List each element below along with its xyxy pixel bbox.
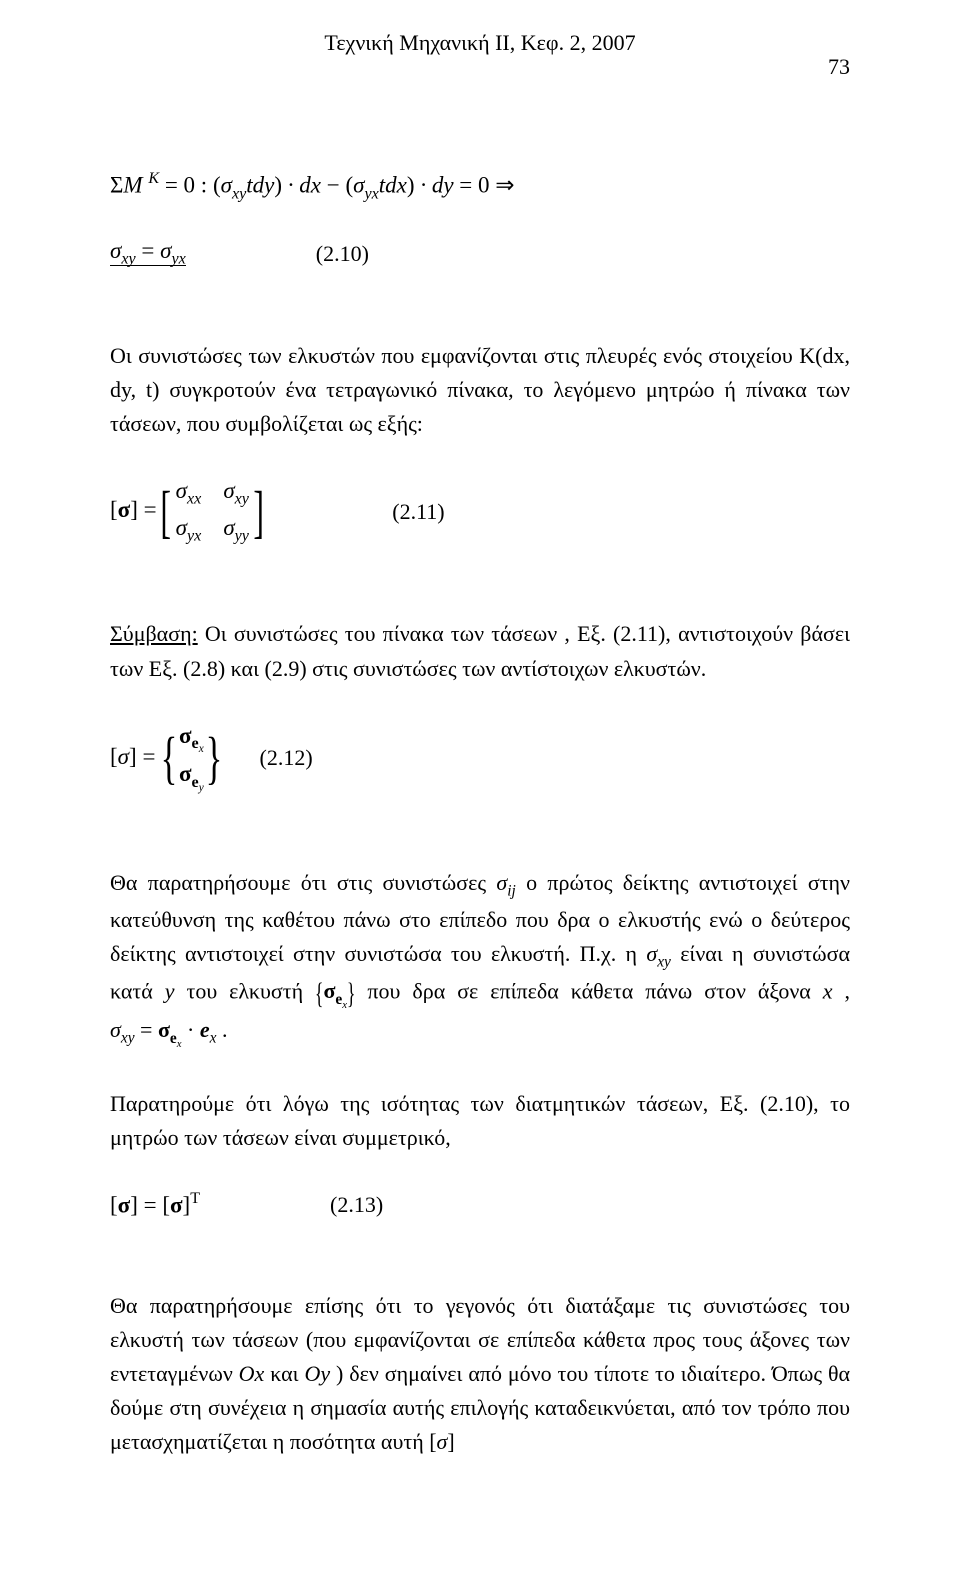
eq-number-210: (2.10) — [316, 241, 369, 267]
eq-symmetric-matrix: [σ] = [σ]T (2.13) — [110, 1190, 850, 1219]
text: Θα παρατηρήσουμε ότι στις συνιστώσες — [110, 870, 496, 895]
text: που δρα σε επίπεδα κάθετα πάνω στον άξον… — [367, 979, 822, 1004]
convention-label: Σύμβαση: — [110, 621, 198, 646]
text: Παρατηρούμε ότι λόγω της ισότητας των δι… — [110, 1091, 850, 1150]
eq-stress-matrix: [σ] = [ σxx σxy σyx σyy ] (2.11) — [110, 476, 850, 547]
paragraph-intro-stress-matrix: Οι συνιστώσες των ελκυστών που εμφανίζον… — [110, 339, 850, 441]
running-head: Τεχνική Μηχανική ΙΙ, Κεφ. 2, 2007 — [110, 30, 850, 56]
text: και — [270, 1361, 304, 1386]
text: Οι συνιστώσες του πίνακα των τάσεων , Εξ… — [110, 621, 850, 680]
paragraph-index-meaning: Θα παρατηρήσουμε ότι στις συνιστώσες σij… — [110, 866, 850, 1052]
text: Οι συνιστώσες των ελκυστών που εμφανίζον… — [110, 343, 850, 436]
eq-number-211: (2.11) — [392, 499, 444, 525]
text: . — [222, 1017, 228, 1042]
paragraph-symmetric-note: Παρατηρούμε ότι λόγω της ισότητας των δι… — [110, 1087, 850, 1155]
paragraph-closing: Θα παρατηρήσουμε επίσης ότι το γεγονός ό… — [110, 1289, 850, 1459]
eq-stress-vectors: [σ] = { σex σey } (2.12) — [110, 721, 850, 796]
eq-symmetry-shear: σxy = σyx (2.10) — [110, 238, 850, 269]
text: του ελκυστή — [186, 979, 315, 1004]
eq-number-212: (2.12) — [260, 745, 313, 771]
text: , — [845, 979, 851, 1004]
eq-number-213: (2.13) — [330, 1192, 383, 1218]
eq-moment-sum: ΣM K = 0 : (σxytdy) · dx − (σyxtdx) · dy… — [110, 170, 850, 203]
paragraph-convention: Σύμβαση: Οι συνιστώσες του πίνακα των τά… — [110, 617, 850, 685]
page-number: 73 — [110, 54, 850, 80]
